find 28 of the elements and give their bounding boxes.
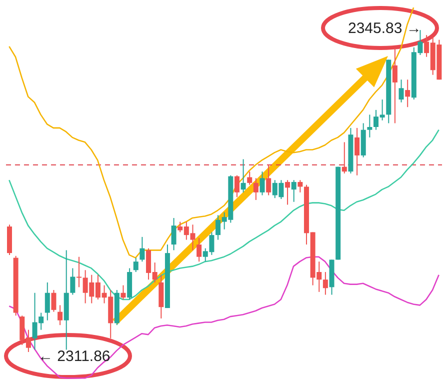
candlestick	[140, 236, 145, 262]
annotation: 2345.83 →	[348, 20, 422, 37]
candlestick	[367, 114, 372, 138]
candlestick	[58, 304, 63, 326]
candlestick	[196, 237, 202, 262]
candlestick	[291, 180, 296, 202]
candlestick	[260, 171, 265, 196]
candlestick	[285, 180, 290, 206]
candlestick	[51, 290, 56, 312]
candlestick	[322, 272, 328, 296]
candlestick	[171, 217, 176, 251]
candlestick	[392, 48, 398, 124]
candlestick	[266, 164, 272, 196]
candlestick	[398, 79, 404, 103]
candlestick	[120, 284, 126, 300]
candlestick	[234, 174, 240, 198]
annotation: ← 2311.86	[38, 348, 110, 365]
candlestick	[253, 178, 258, 200]
candlestick	[354, 127, 360, 176]
candlestick	[70, 268, 76, 296]
candlestick	[342, 142, 347, 174]
candlestick	[133, 257, 138, 273]
candlestick	[76, 256, 82, 288]
candlestick	[240, 158, 246, 193]
candlestick	[247, 171, 252, 186]
candlestick	[405, 79, 410, 108]
candlestick	[298, 180, 303, 193]
candlestick	[44, 282, 50, 321]
